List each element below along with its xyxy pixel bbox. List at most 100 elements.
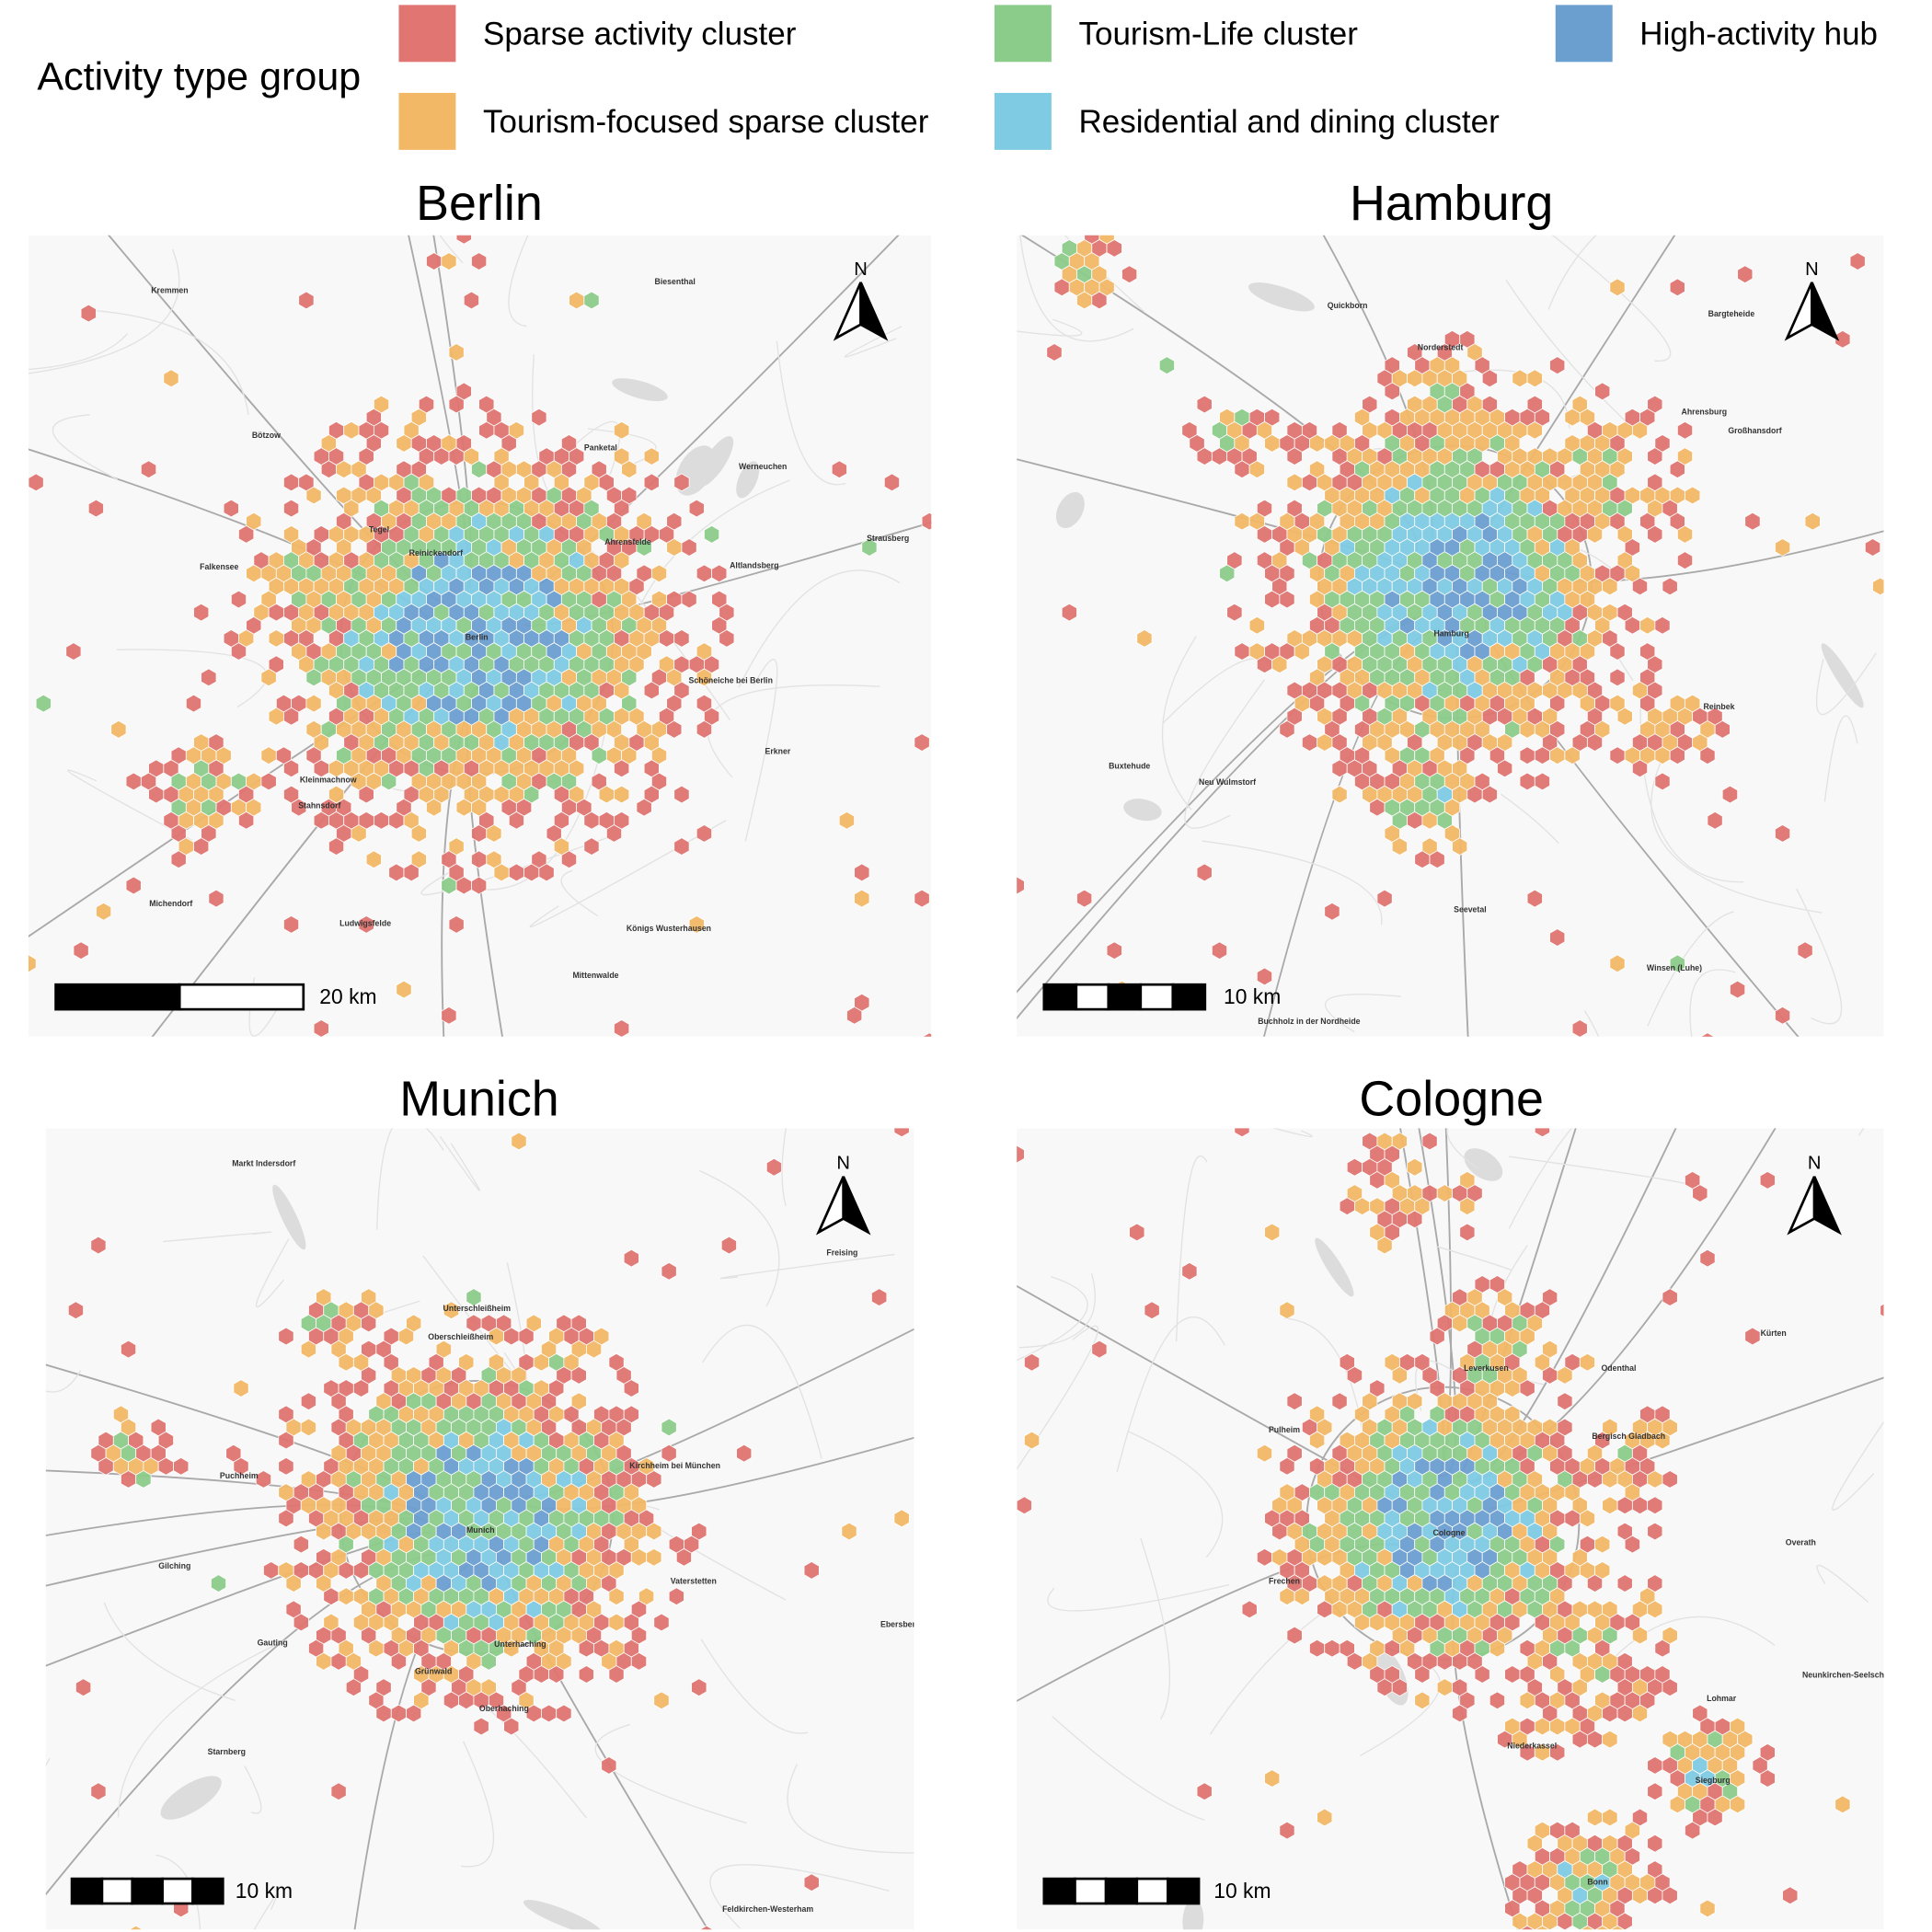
- minor-road: [702, 1324, 822, 1459]
- hex-cell: [1474, 1665, 1490, 1684]
- minor-road: [1128, 1431, 1224, 1558]
- minor-road: [844, 326, 903, 358]
- hex-cell: [1121, 265, 1138, 284]
- hex-cell: [1631, 577, 1649, 596]
- hex-cell: [1609, 954, 1626, 973]
- hex-cell: [466, 1288, 482, 1306]
- place-label: Kirchheim bei München: [629, 1461, 720, 1470]
- panel-title: Berlin: [416, 176, 543, 231]
- minor-road: [420, 834, 616, 896]
- hex-cell: [1256, 967, 1273, 986]
- panel-title: Hamburg: [1350, 176, 1553, 231]
- minor-road: [28, 333, 129, 371]
- hex-cell: [1699, 1899, 1716, 1918]
- hex-cell: [1662, 1678, 1678, 1697]
- legend-swatch: [1555, 5, 1613, 63]
- hex-cell: [193, 603, 210, 622]
- hex-cell: [1602, 1808, 1618, 1827]
- map-panel: Munich Markt Indersdorf Freising Unterschle…: [45, 1071, 920, 1930]
- hex-cell: [1692, 1184, 1708, 1202]
- minor-road: [1816, 1564, 1869, 1604]
- place-label: Starnberg: [208, 1747, 246, 1756]
- scale-segment: [1042, 983, 1078, 1011]
- minor-road: [1019, 1273, 1096, 1349]
- hex-cell: [1880, 1303, 1884, 1317]
- hex-cell: [1602, 1730, 1618, 1749]
- minor-road: [1052, 1716, 1205, 1821]
- minor-road: [787, 1764, 914, 1854]
- hex-cell: [1286, 447, 1303, 466]
- hex-cell: [548, 1665, 565, 1684]
- hex-cell: [1158, 356, 1175, 375]
- minor-road: [1017, 1276, 1088, 1362]
- place-label: Kürten: [1761, 1328, 1787, 1338]
- hex-cell: [193, 837, 210, 856]
- hex-cell: [1834, 329, 1851, 349]
- minor-road: [529, 820, 727, 928]
- minor-road: [1047, 1583, 1230, 1612]
- hex-cell: [1248, 615, 1265, 635]
- north-label: N: [1808, 1154, 1822, 1174]
- scale-segment: [1135, 1877, 1169, 1905]
- hex-cell: [1497, 759, 1513, 778]
- hex-cell: [673, 629, 690, 648]
- hex-cell: [1759, 1769, 1776, 1788]
- hex-cell: [696, 668, 713, 687]
- hex-cell: [1797, 941, 1813, 960]
- minor-road: [1505, 280, 1627, 422]
- hex-cell: [345, 1678, 362, 1697]
- hex-cell: [283, 499, 300, 518]
- hex-cell: [583, 837, 600, 856]
- hex-cell: [293, 1535, 309, 1554]
- place-label: Ebersberg: [880, 1619, 920, 1628]
- hex-cell: [67, 1301, 85, 1320]
- hex-cell: [135, 1470, 152, 1489]
- place-label: Reinickendorf: [409, 548, 463, 558]
- hex-cell: [278, 1456, 294, 1476]
- hex-cell: [518, 1327, 535, 1346]
- hex-cell: [1248, 460, 1265, 479]
- hex-cell: [1699, 746, 1716, 765]
- scale-label: 10 km: [1224, 984, 1281, 1008]
- hex-cell: [646, 1522, 662, 1541]
- place-label: Bargteheide: [1708, 309, 1755, 318]
- hex-cell: [614, 1019, 630, 1037]
- hex-cell: [1557, 1392, 1573, 1411]
- place-label: Großhansdorf: [1728, 426, 1781, 435]
- legend-label: Sparse activity cluster: [483, 16, 797, 52]
- hex-cell: [1376, 1236, 1393, 1255]
- hex-cell: [803, 1561, 820, 1580]
- place-label: Winsen (Luhe): [1647, 963, 1702, 972]
- legend-label: High-activity hub: [1639, 16, 1878, 52]
- hex-cell: [381, 772, 397, 791]
- place-label: Leverkusen: [1464, 1363, 1509, 1373]
- hex-cell: [293, 1613, 309, 1632]
- hex-cell: [237, 524, 255, 544]
- hex-cell: [653, 1691, 670, 1710]
- hex-cell: [681, 590, 697, 609]
- hex-cell: [1429, 1327, 1445, 1346]
- hex-cell: [1256, 1443, 1273, 1463]
- minor-road: [1140, 1537, 1171, 1719]
- hex-cell: [831, 460, 847, 479]
- hex-cell: [96, 902, 112, 921]
- hex-cell: [688, 915, 705, 934]
- hex-cell: [696, 719, 713, 739]
- water: [736, 461, 760, 499]
- hex-cell: [675, 1547, 692, 1567]
- hex-cell: [300, 1340, 316, 1359]
- hex-cell: [90, 1236, 107, 1255]
- hex-cell: [661, 1418, 677, 1437]
- hex-cell: [711, 564, 728, 583]
- hex-cell: [1744, 512, 1761, 531]
- hex-cell: [1654, 1639, 1671, 1658]
- hex-cell: [1624, 1535, 1640, 1554]
- hex-cell: [1234, 1128, 1250, 1138]
- hex-cell: [1804, 512, 1821, 531]
- hex-cell: [283, 915, 300, 934]
- place-label: Quickborn: [1328, 301, 1368, 310]
- hex-cell: [1609, 278, 1626, 297]
- minor-road: [67, 769, 193, 842]
- hex-cell: [1564, 746, 1581, 765]
